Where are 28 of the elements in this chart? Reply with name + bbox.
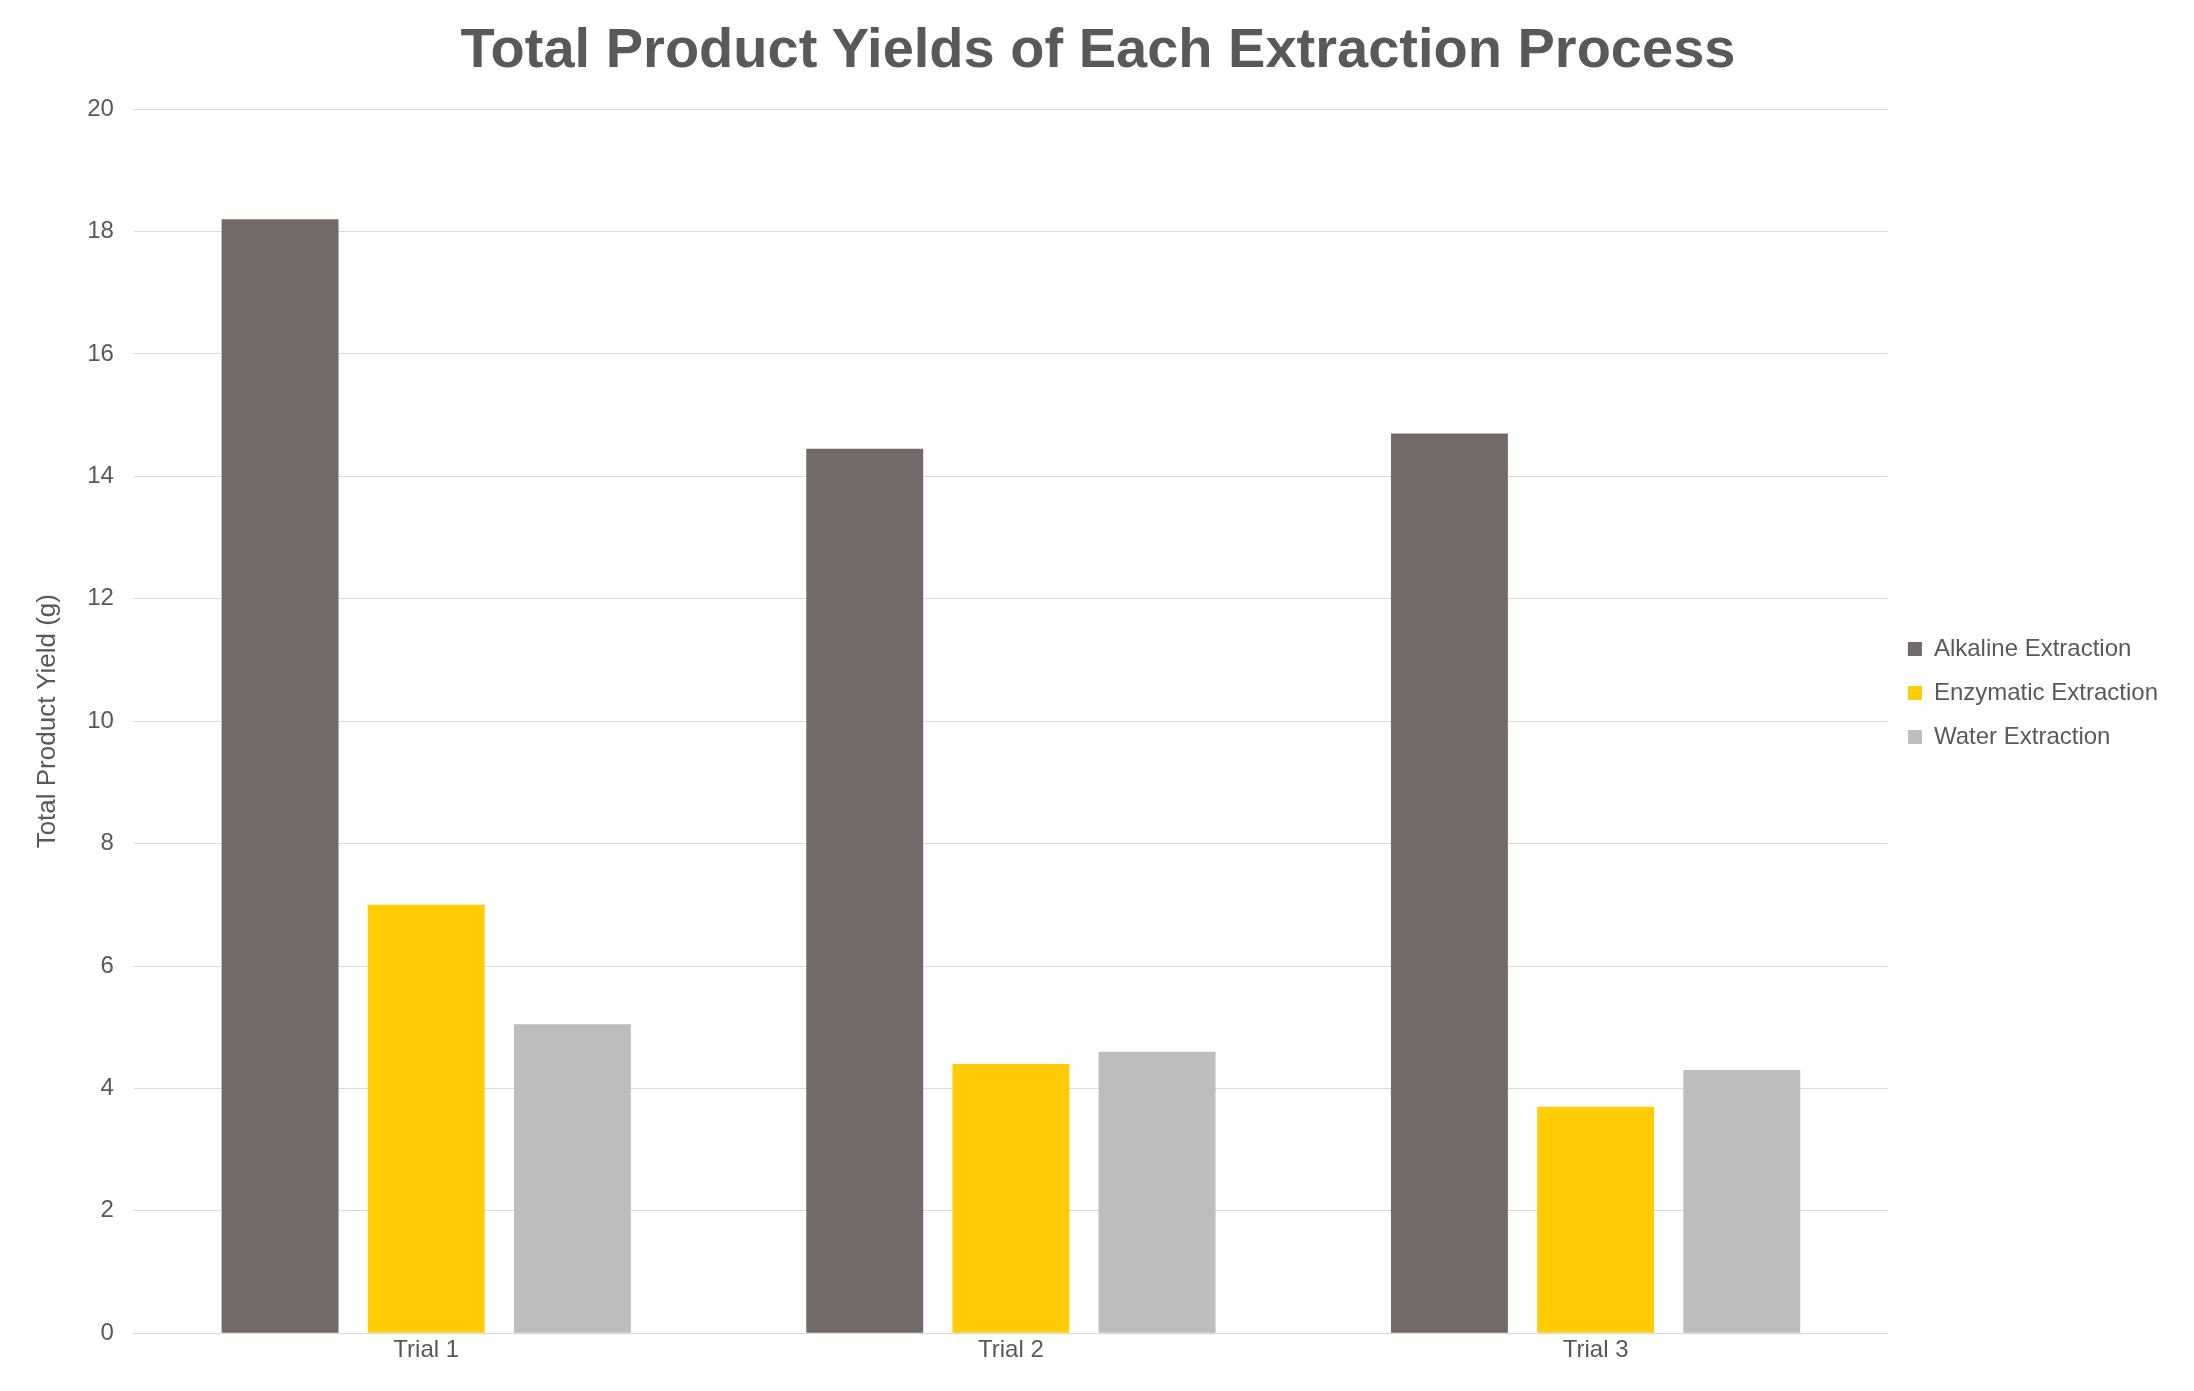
bar <box>1683 1070 1801 1333</box>
bar <box>1537 1106 1655 1333</box>
y-tick-label: 16 <box>87 338 114 366</box>
y-tick-label: 8 <box>100 828 114 856</box>
x-tick-label: Trial 3 <box>1562 1335 1629 1363</box>
y-tick-label: 14 <box>87 461 114 489</box>
y-tick-label: 4 <box>100 1073 114 1101</box>
x-tick-label: Trial 1 <box>393 1335 460 1363</box>
bar <box>1098 1051 1216 1333</box>
y-axis-title: Total Product Yield (g) <box>30 594 61 849</box>
y-tick-label: 6 <box>100 950 114 978</box>
y-tick-label: 2 <box>100 1195 114 1223</box>
y-tick-label: 18 <box>87 216 114 244</box>
bar <box>513 1024 631 1333</box>
legend-label: Water Extraction <box>1933 721 2111 749</box>
bar <box>221 219 339 1333</box>
bar <box>806 448 924 1333</box>
y-tick-label: 0 <box>100 1317 114 1345</box>
bar <box>367 904 485 1333</box>
chart-title: Total Product Yields of Each Extraction Process <box>460 16 1736 80</box>
bar <box>1390 433 1508 1333</box>
y-tick-label: 10 <box>87 705 114 733</box>
y-tick-label: 12 <box>87 583 114 611</box>
y-tick-label: 20 <box>87 93 114 121</box>
x-tick-label: Trial 2 <box>978 1335 1044 1363</box>
legend-label: Alkaline Extraction <box>1933 633 2132 661</box>
bar <box>952 1063 1070 1333</box>
legend-label: Enzymatic Extraction <box>1933 677 2158 705</box>
